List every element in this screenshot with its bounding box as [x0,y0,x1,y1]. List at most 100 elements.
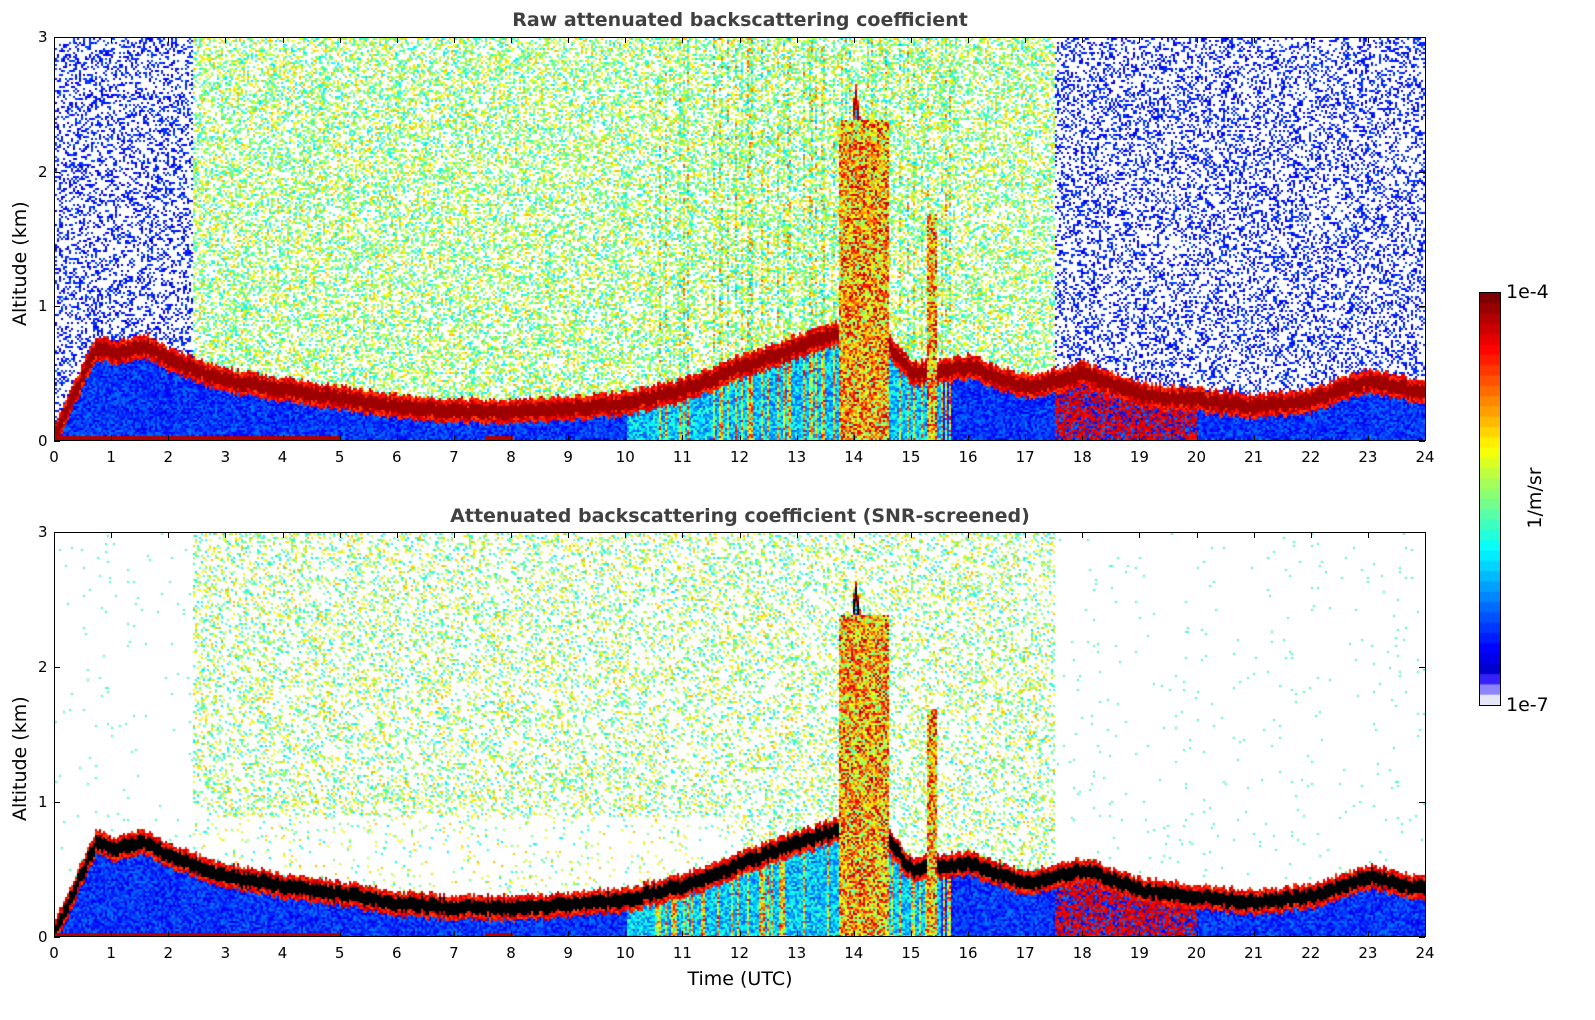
x-tick-mark [168,931,170,937]
x-tick-mark [453,532,455,538]
y-tick-mark [1419,306,1425,308]
x-tick-mark [1253,37,1255,43]
x-tick-mark [1139,435,1141,441]
y-tick-mark [1419,441,1425,442]
x-tick-mark [168,435,170,441]
x-tick-mark [739,532,741,538]
x-tick-mark [968,37,969,43]
x-tick-mark [339,532,341,538]
x-tick-mark [282,532,284,538]
x-tick-label: 7 [449,944,459,962]
x-tick-mark [1082,37,1084,43]
y-tick-label: 2 [38,162,48,181]
x-tick-label: 17 [1015,448,1035,466]
colorbar [1479,292,1501,706]
colorbar-min-label: 1e-7 [1506,694,1549,716]
x-tick-mark [1082,532,1084,538]
x-tick-label: 7 [449,448,459,466]
x-axis-label: Time (UTC) [687,968,793,990]
x-tick-mark [625,532,627,538]
x-tick-mark [111,37,113,43]
x-tick-mark [1082,931,1084,937]
x-tick-mark [910,931,912,937]
x-tick-mark [1025,37,1027,43]
x-tick-mark [853,37,855,43]
y-tick-mark [54,532,60,533]
y-tick-label: 2 [38,658,48,676]
y-tick-mark [54,802,60,803]
snr-screened-heatmap [54,532,1426,937]
x-tick-mark [511,532,512,538]
x-tick-mark [1196,435,1198,441]
x-tick-label: 14 [844,944,864,962]
x-tick-mark [511,435,512,441]
x-tick-mark [796,37,798,43]
x-tick-mark [339,435,341,441]
x-tick-mark [1253,435,1255,441]
x-tick-mark [168,37,170,43]
x-tick-mark [396,532,398,538]
x-tick-label: 15 [901,448,921,466]
x-tick-label: 8 [506,448,516,466]
x-tick-mark [682,37,684,43]
x-tick-mark [968,435,969,441]
x-tick-label: 4 [277,944,288,962]
x-tick-label: 20 [1186,448,1207,466]
x-tick-mark [225,532,227,538]
x-tick-mark [1367,532,1369,538]
x-tick-mark [682,931,684,937]
x-tick-mark [225,435,227,441]
x-tick-mark [453,37,455,43]
x-tick-mark [910,435,912,441]
x-tick-label: 12 [729,944,750,962]
x-tick-mark [739,435,741,441]
x-tick-label: 13 [787,944,807,962]
x-tick-mark [739,37,741,43]
y-tick-mark [1419,667,1425,668]
x-tick-mark [282,931,284,937]
y-tick-label: 1 [38,793,48,811]
y-tick-mark [54,667,60,668]
x-tick-label: 9 [563,944,573,962]
y-tick-label: 1 [38,297,48,316]
x-tick-mark [111,931,113,937]
x-tick-mark [568,931,570,937]
x-tick-mark [1253,532,1255,538]
x-tick-mark [682,532,684,538]
x-tick-label: 12 [729,448,750,466]
x-tick-label: 10 [615,448,635,466]
x-tick-label: 0 [49,448,59,466]
x-tick-mark [739,931,741,937]
x-tick-label: 18 [1072,448,1092,466]
bottom-plot-title: Attenuated backscattering coefficient (S… [450,505,1030,527]
y-tick-mark [1419,802,1425,803]
x-tick-mark [1139,931,1141,937]
y-tick-mark [54,306,60,308]
x-tick-mark [339,37,341,43]
y-tick-mark [54,37,60,38]
x-tick-mark [1310,532,1312,538]
bottom-y-axis-label: Altitude (km) [9,696,31,821]
x-tick-mark [568,435,570,441]
x-tick-label: 16 [958,944,978,962]
x-tick-mark [1310,435,1312,441]
x-tick-mark [968,931,969,937]
x-tick-mark [1425,37,1426,43]
x-tick-label: 23 [1358,944,1378,962]
x-tick-mark [282,37,284,43]
x-tick-mark [910,532,912,538]
colorbar-unit-label: 1/m/sr [1524,467,1546,529]
x-tick-mark [1425,532,1426,538]
x-tick-label: 1 [106,448,116,466]
colorbar-max-label: 1e-4 [1506,281,1549,303]
x-tick-mark [1310,931,1312,937]
x-tick-label: 14 [844,448,864,466]
x-tick-mark [396,931,398,937]
x-tick-label: 4 [277,448,288,466]
x-tick-mark [453,435,455,441]
x-tick-mark [453,931,455,937]
x-tick-label: 21 [1244,944,1264,962]
x-tick-mark [1310,37,1312,43]
x-tick-mark [225,931,227,937]
